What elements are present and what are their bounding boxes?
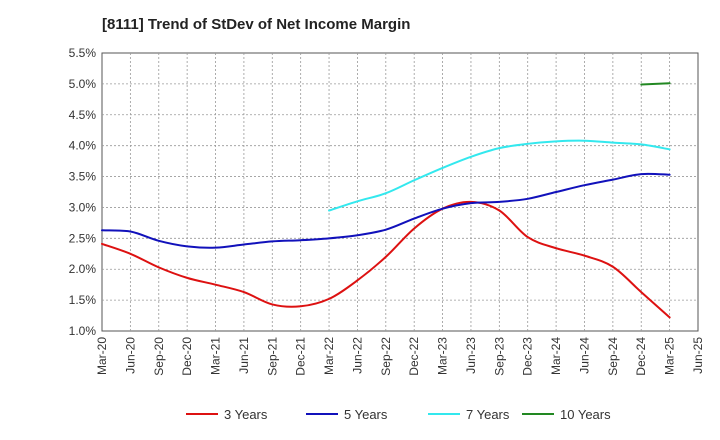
y-tick-label: 1.0% (69, 324, 97, 338)
x-tick-label: Dec-22 (407, 337, 421, 376)
series-line-3-years (101, 200, 671, 319)
x-tick-label: Mar-24 (549, 337, 563, 375)
x-tick-label: Dec-21 (294, 337, 308, 376)
x-tick-label: Jun-25 (691, 337, 705, 374)
x-tick-label: Jun-21 (237, 337, 251, 374)
y-tick-label: 1.5% (69, 293, 97, 307)
legend: 3 Years 5 Years 7 Years 10 Years (186, 407, 611, 422)
x-tick-label: Sep-20 (152, 337, 166, 376)
x-tick-label: Dec-24 (634, 337, 648, 376)
legend-label: 7 Years (466, 407, 510, 422)
chart-title: [8111] Trend of StDev of Net Income Marg… (102, 16, 410, 33)
grid-lines (102, 53, 698, 331)
y-tick-label: 3.0% (69, 200, 97, 214)
x-tick-label: Dec-20 (180, 337, 194, 376)
x-tick-label: Sep-23 (492, 337, 506, 376)
x-tick-label: Jun-24 (577, 337, 591, 374)
y-tick-label: 3.5% (69, 170, 97, 184)
series-line-7-years (328, 139, 671, 212)
y-tick-label: 2.0% (69, 262, 97, 276)
x-tick-label: Mar-22 (322, 337, 336, 375)
series-line-10-years (640, 82, 671, 86)
legend-label: 5 Years (344, 407, 388, 422)
x-tick-label: Jun-23 (464, 337, 478, 374)
x-tick-label: Mar-25 (663, 337, 677, 375)
x-tick-label: Mar-21 (209, 337, 223, 375)
x-tick-label: Dec-23 (521, 337, 535, 376)
legend-item-5-years: 5 Years (306, 407, 388, 422)
legend-item-7-years: 7 Years (428, 407, 510, 422)
legend-item-3-years: 3 Years (186, 407, 268, 422)
plot-area (101, 52, 699, 332)
y-tick-label: 4.0% (69, 139, 97, 153)
series-lines (101, 82, 671, 319)
y-axis-tick-labels: 1.0% 1.5% 2.0% 2.5% 3.0% 3.5% 4.0% 4.5% 5.0% 5.5% (69, 46, 97, 338)
y-tick-label: 5.0% (69, 77, 97, 91)
x-tick-label: Jun-22 (350, 337, 364, 374)
x-tick-label: Sep-22 (379, 337, 393, 376)
x-tick-label: Mar-20 (95, 337, 109, 375)
legend-label: 10 Years (560, 407, 611, 422)
y-tick-label: 4.5% (69, 108, 97, 122)
series-line-5-years (101, 172, 671, 249)
legend-label: 3 Years (224, 407, 268, 422)
x-tick-label: Sep-21 (265, 337, 279, 376)
y-tick-label: 2.5% (69, 231, 97, 245)
x-tick-label: Jun-20 (123, 337, 137, 374)
x-axis-tick-labels: Mar-20 Jun-20 Sep-20 Dec-20 Mar-21 Jun-21 Sep-… (95, 337, 705, 376)
x-tick-label: Mar-23 (436, 337, 450, 375)
x-tick-label: Sep-24 (606, 337, 620, 376)
legend-item-10-years: 10 Years (522, 407, 611, 422)
y-tick-label: 5.5% (69, 46, 97, 60)
